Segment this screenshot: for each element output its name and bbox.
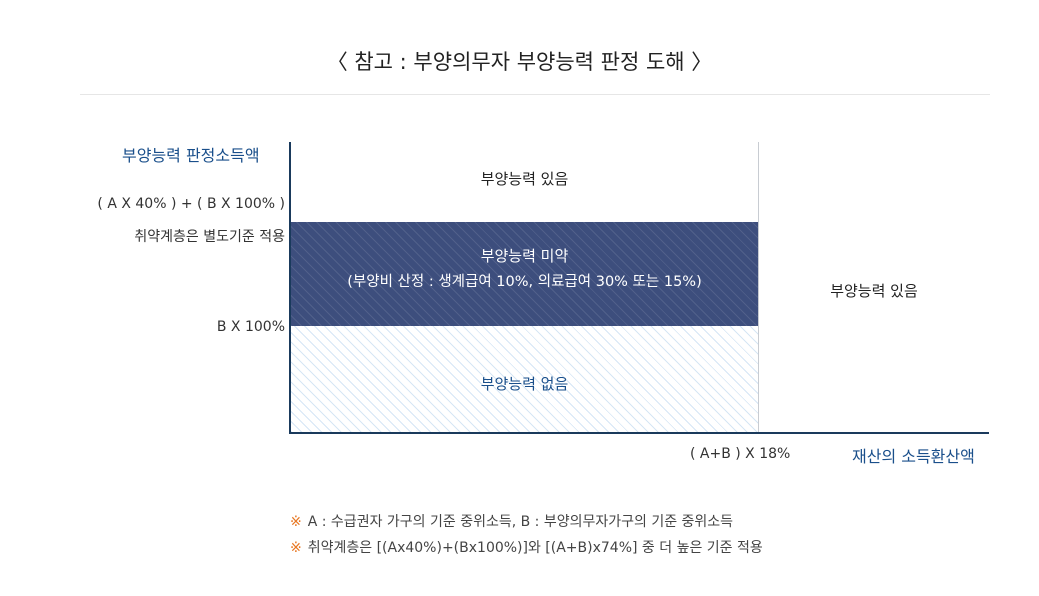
footnote: ※ A : 수급권자 가구의 기준 중위소득, B : 부양의무자가구의 기준 중… [290, 511, 733, 531]
x-axis-title: 재산의 소득환산액 [852, 447, 975, 466]
page-title: 〈 참고 : 부양의무자 부양능력 판정 도해 〉 [326, 50, 713, 74]
footnote-text: 취약계층은 [(Ax40%)+(Bx100%)]와 [(A+B)x74%] 중 … [307, 540, 763, 556]
footnote-text: A : 수급권자 가구의 기준 중위소득, B : 부양의무자가구의 기준 중위… [307, 514, 734, 530]
note-mark-icon: ※ [290, 540, 302, 556]
y-axis-title: 부양능력 판정소득액 [122, 146, 260, 165]
x-threshold-divider [758, 142, 759, 432]
x-axis-line [289, 432, 989, 434]
y-threshold-note: 취약계층은 별도기준 적용 [134, 229, 285, 245]
y-threshold-formula: ( A X 40% ) + ( B X 100% ) [97, 196, 285, 212]
title-divider [80, 94, 990, 95]
zone-label-capable-right: 부양능력 있음 [830, 282, 918, 300]
note-mark-icon: ※ [290, 514, 302, 530]
zone-no-capacity-band [291, 326, 758, 432]
zone-weak-capacity-band [291, 222, 758, 326]
zone-label-capable-top: 부양능력 있음 [480, 170, 569, 188]
x-threshold-label: ( A+B ) X 18% [690, 446, 791, 462]
y-threshold-b: B X 100% [216, 319, 285, 335]
y-axis-line [289, 142, 291, 434]
zone-label-weak-detail: (부양비 산정 : 생계급여 10%, 의료급여 30% 또는 15%) [347, 274, 702, 290]
footnote: ※ 취약계층은 [(Ax40%)+(Bx100%)]와 [(A+B)x74%] 중… [290, 537, 763, 557]
zone-label-weak: 부양능력 미약 [480, 247, 569, 265]
zone-label-none: 부양능력 없음 [480, 375, 569, 393]
